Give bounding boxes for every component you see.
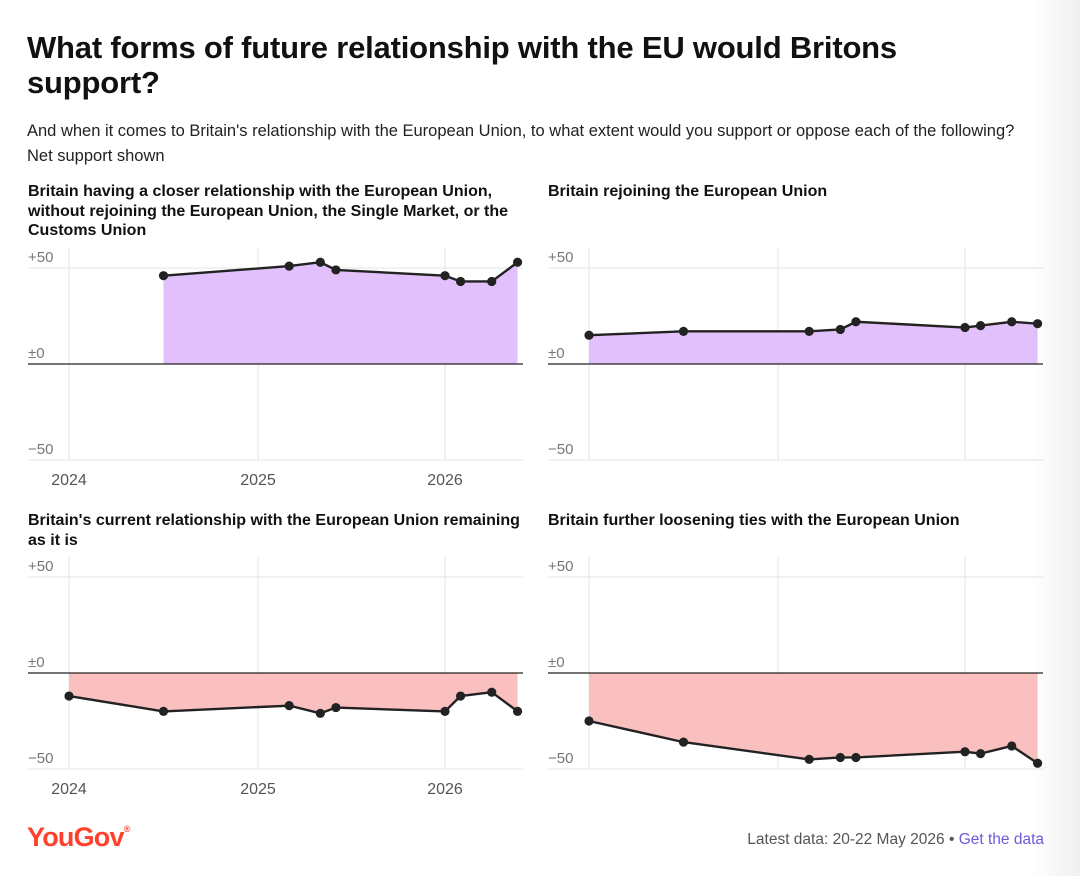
data-point (804, 326, 814, 336)
data-point (512, 257, 523, 267)
latest-data-text: Latest data: 20-22 May 2026 (747, 831, 945, 848)
y-tick-label: −50 (28, 441, 53, 458)
x-tick-label: 2025 (240, 781, 276, 798)
data-point (1007, 317, 1017, 327)
y-tick-label: ±0 (28, 345, 45, 362)
x-tick-label: 2024 (51, 472, 87, 489)
data-point (584, 330, 594, 340)
data-point (960, 747, 970, 757)
yougov-logo: YouGov® (27, 822, 130, 852)
data-point (455, 691, 466, 701)
data-point (851, 317, 861, 327)
data-point (975, 749, 986, 759)
data-point (315, 708, 325, 718)
data-point (1007, 741, 1017, 751)
data-point (331, 702, 341, 713)
series-area (163, 262, 518, 364)
data-point (64, 691, 74, 701)
y-tick-label: +50 (28, 558, 53, 575)
x-tick-label: 2026 (427, 781, 463, 798)
x-tick-label: 2026 (427, 472, 463, 489)
series-area (589, 673, 1038, 764)
y-tick-label: +50 (28, 249, 53, 266)
panel-title-current: Britain's current relationship with the … (28, 512, 520, 549)
footer-separator: • (948, 831, 955, 848)
data-point (487, 687, 497, 697)
data-point (584, 716, 594, 726)
data-point (158, 271, 169, 281)
data-point (158, 706, 169, 717)
data-point (455, 276, 466, 287)
y-tick-label: −50 (548, 750, 573, 767)
data-point (678, 737, 689, 747)
series-line (163, 261, 519, 283)
panel-title-rejoin: Britain rejoining the European Union (548, 183, 828, 200)
y-tick-label: −50 (28, 750, 53, 767)
data-point (960, 322, 970, 333)
page-subtitle: And when it comes to Britain's relations… (27, 122, 1015, 165)
data-point (284, 261, 294, 271)
panel-title-loosen: Britain further loosening ties with the … (548, 512, 960, 529)
y-tick-label: ±0 (548, 654, 565, 671)
y-tick-label: ±0 (28, 654, 45, 671)
panel-title-closer: Britain having a closer relationship wit… (28, 183, 509, 239)
data-point (835, 324, 845, 335)
data-point (315, 257, 325, 267)
page-title: What forms of future relationship with t… (27, 30, 897, 100)
series-area (589, 321, 1038, 364)
data-point (284, 701, 294, 711)
data-point (1032, 319, 1043, 329)
y-tick-label: ±0 (548, 345, 565, 362)
data-point (678, 326, 689, 336)
right-edge-shade (1030, 0, 1080, 876)
data-point (835, 752, 845, 763)
series-area (69, 673, 518, 714)
data-point (440, 706, 450, 717)
data-point (804, 754, 814, 765)
data-point (440, 271, 450, 281)
data-point (851, 752, 861, 763)
data-point (1032, 758, 1043, 768)
data-point (975, 321, 986, 331)
data-point (331, 265, 341, 275)
data-point (487, 276, 497, 287)
y-tick-label: +50 (548, 249, 573, 266)
y-tick-label: +50 (548, 558, 573, 575)
footer-note: Latest data: 20-22 May 2026 • Get the da… (747, 831, 1044, 849)
x-tick-label: 2025 (240, 472, 276, 489)
data-point (512, 706, 523, 717)
get-the-data-link[interactable]: Get the data (958, 831, 1044, 848)
y-tick-label: −50 (548, 441, 573, 458)
x-tick-label: 2024 (51, 781, 87, 798)
